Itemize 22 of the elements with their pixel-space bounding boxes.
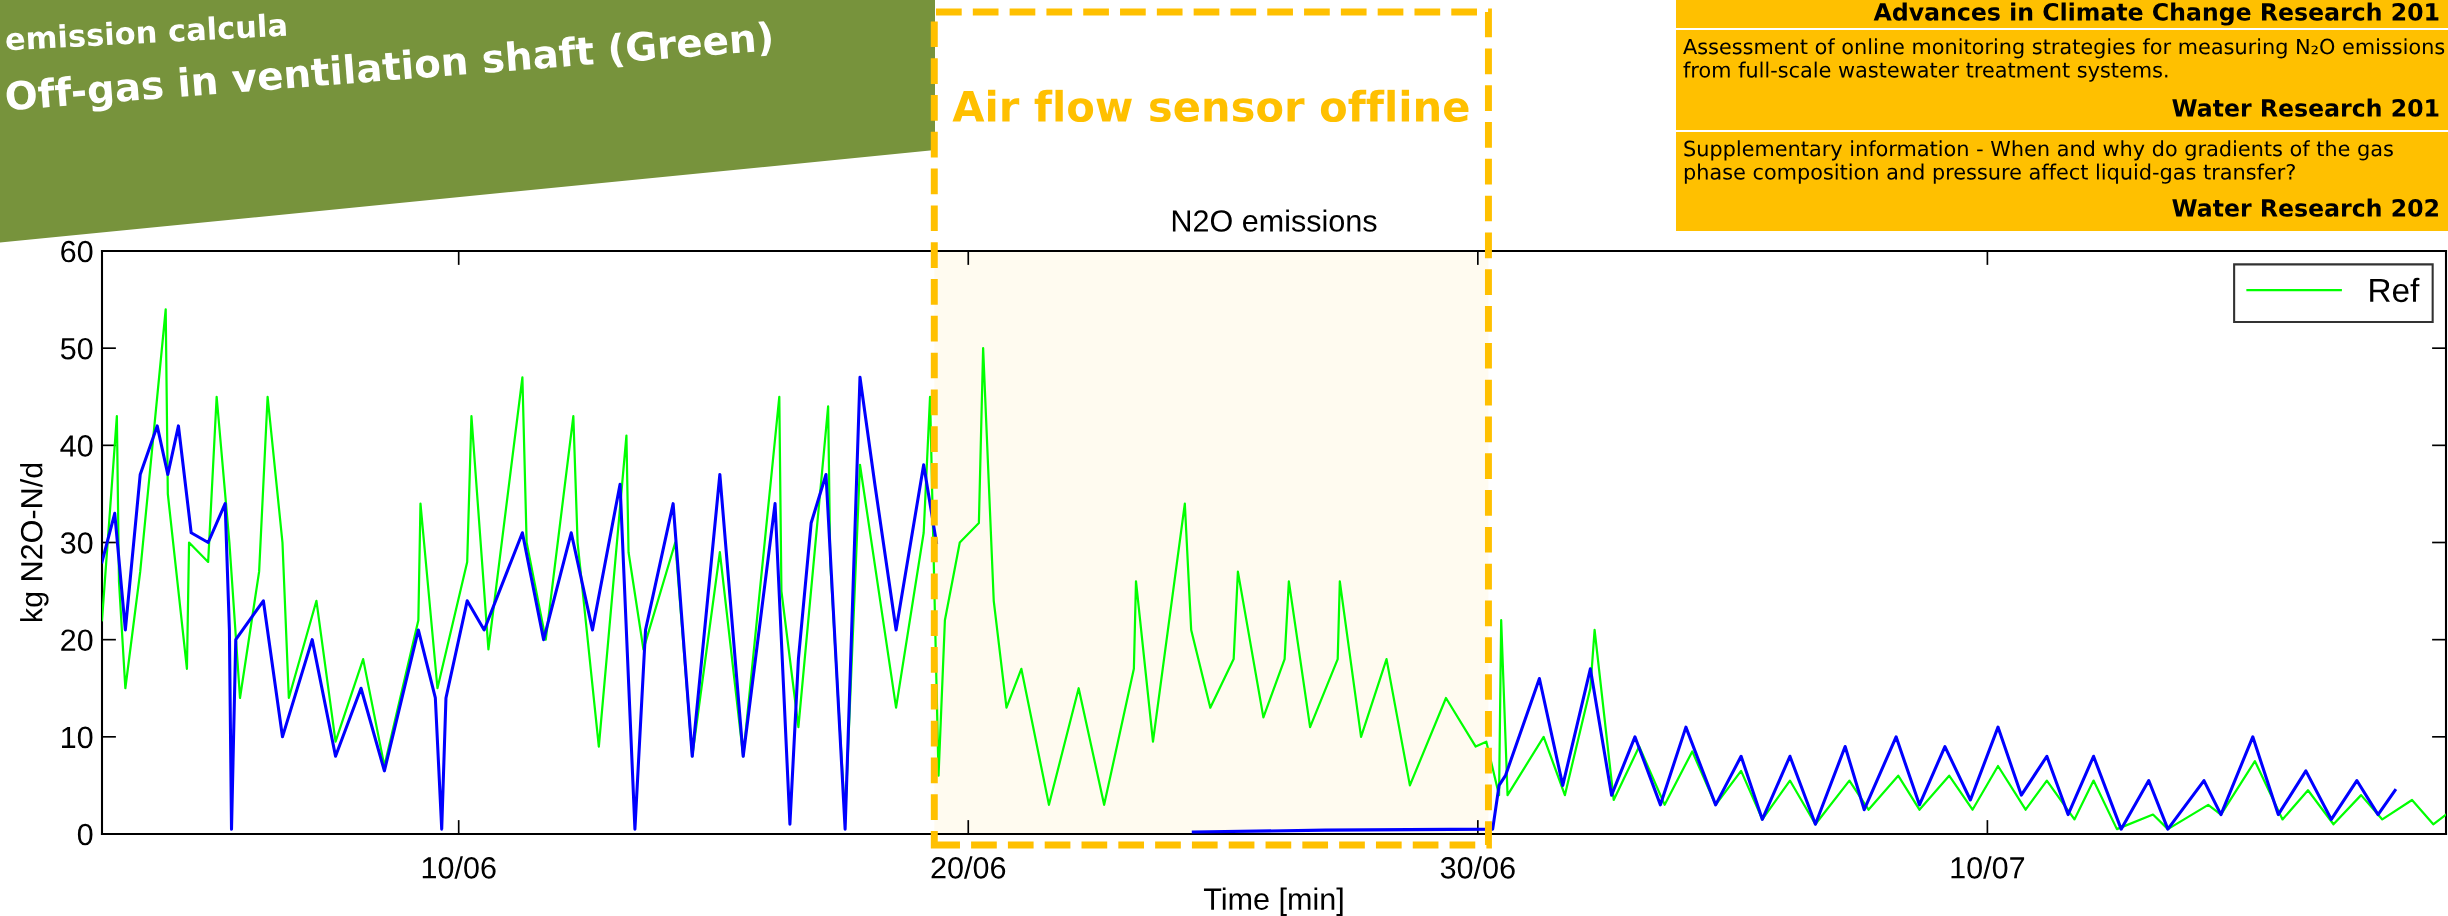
text: Assessment of online monitoring strategies for measuring N₂O emissions from full-scale wastewater treatment systems. xyxy=(1683,38,2445,82)
text: Supplementary information - When and why do gradients of the gas phase composition and pressure affect liquid-gas transfer? xyxy=(1684,140,2393,184)
y-tick-label: 20 xyxy=(61,629,93,652)
legend-label: Ref xyxy=(2370,277,2420,303)
x-tick-label: 10/06 xyxy=(422,856,496,879)
y-tick-label: 0 xyxy=(77,823,93,846)
text: Water Research 202 xyxy=(2172,198,2438,217)
band-label: Air flow sensor offline xyxy=(952,89,1469,123)
x-tick-label: 30/06 xyxy=(1440,856,1515,879)
x-axis-title: Time [min] xyxy=(1203,887,1343,916)
y-tick-label: 30 xyxy=(60,532,93,554)
text: Advances in Climate Change Research 201 xyxy=(1873,2,2439,26)
chart-title: N2O emissions xyxy=(1172,209,1377,232)
y-tick-label: 60 xyxy=(61,240,93,263)
text: emission calcula xyxy=(5,12,287,51)
text: Water Research 201 xyxy=(2172,98,2439,117)
x-tick-label: 20/06 xyxy=(931,856,1006,879)
x-tick-label: 10/07 xyxy=(1951,856,2025,879)
y-tick-label: 50 xyxy=(60,337,93,360)
y-axis-title: kg N2O-N/d xyxy=(20,463,49,622)
y-tick-label: 40 xyxy=(60,435,93,457)
y-tick-label: 10 xyxy=(62,726,93,749)
